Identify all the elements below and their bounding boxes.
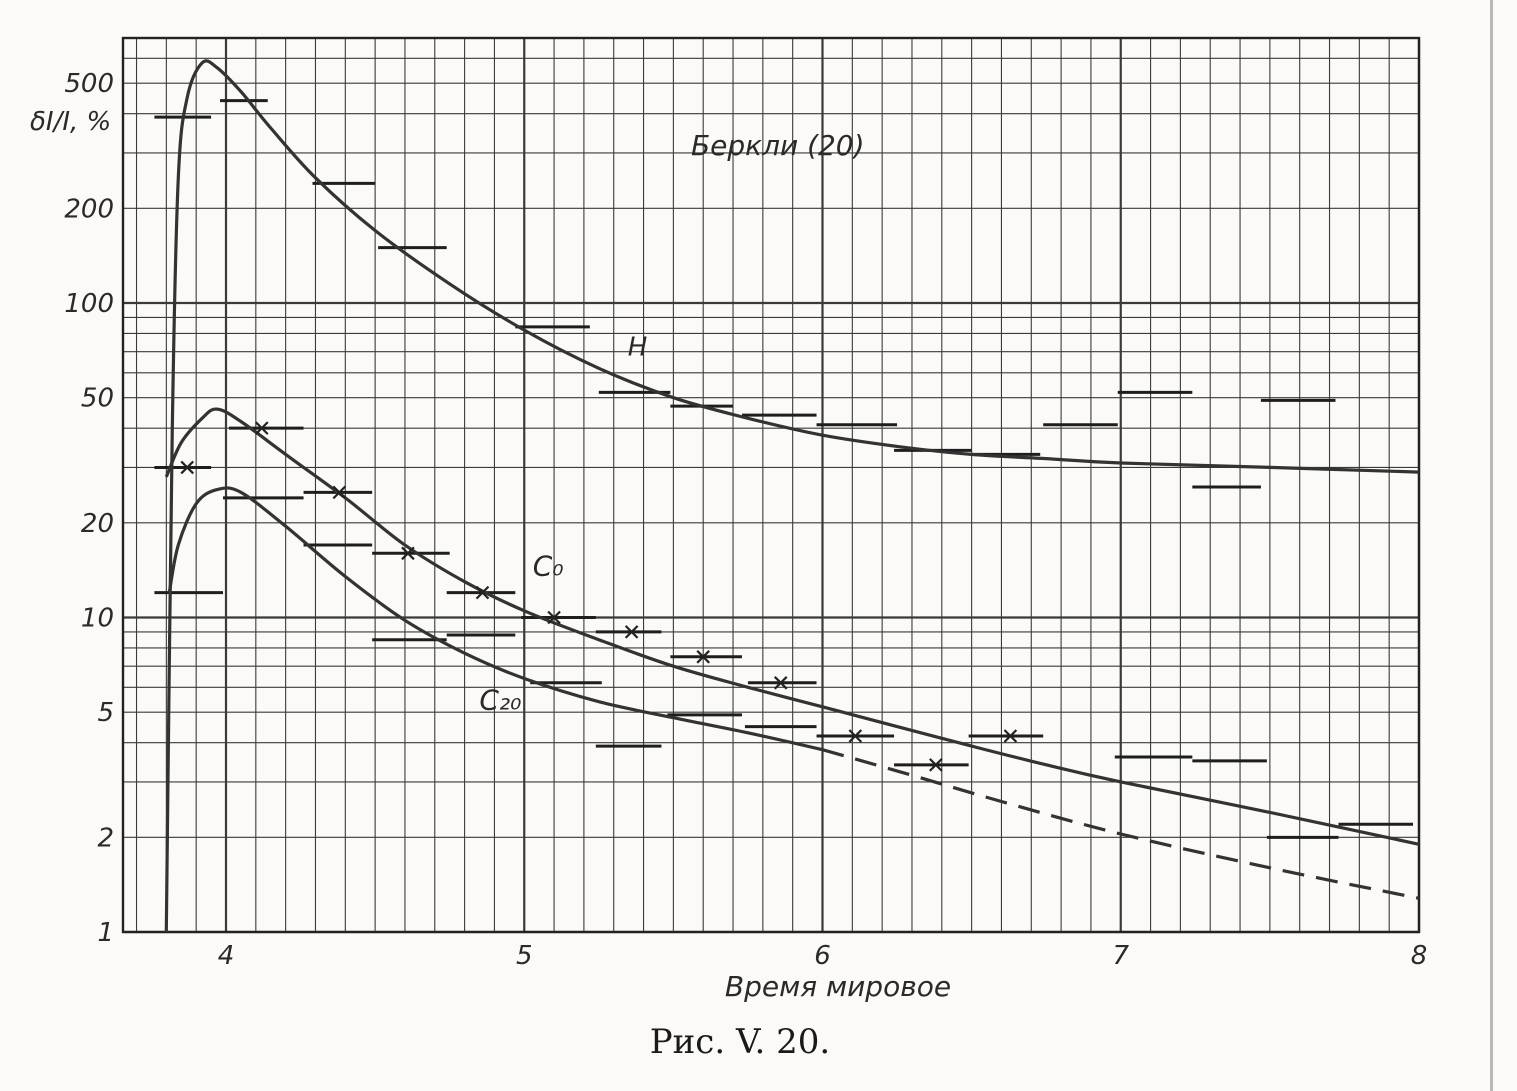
data-point-marker	[696, 650, 710, 664]
y-tick-label: 500	[64, 69, 114, 99]
grid	[123, 38, 1421, 934]
x-tick-label: 8	[1411, 941, 1428, 971]
data-point-marker	[848, 729, 863, 743]
markers	[180, 421, 1018, 772]
series-line-3	[822, 748, 1420, 900]
series-line-1	[164, 407, 1420, 846]
annotation-h-label: H	[628, 333, 648, 363]
data-point-marker	[332, 485, 347, 500]
x-axis-label: Время мировое	[725, 970, 951, 1003]
x-tick-label: 4	[218, 941, 235, 971]
x-tick-label: 7	[1112, 941, 1129, 971]
y-tick-label: 10	[81, 604, 114, 634]
data-point-marker	[773, 676, 788, 690]
y-tick-label: 50	[81, 384, 114, 414]
data-point-marker	[180, 460, 195, 475]
y-tick-label: 100	[64, 289, 114, 319]
data-point-marker	[929, 758, 943, 772]
page-edge-line	[1490, 0, 1493, 1091]
curves	[164, 59, 1420, 933]
series-line-0	[164, 59, 1420, 933]
plot-border	[121, 36, 1421, 934]
annotation-berkeley: Беркли (20)	[691, 129, 865, 162]
y-axis-label-text: δI/I, %	[30, 107, 111, 137]
histogram-steps	[154, 99, 1414, 839]
y-tick-label: 200	[64, 194, 114, 224]
data-point-marker	[1003, 729, 1018, 743]
x-tick-label: 6	[814, 941, 831, 971]
data-point-marker	[475, 585, 490, 600]
label-c20: C₂₀	[479, 683, 521, 716]
label-c0: C₀	[533, 550, 564, 583]
x-tick-label: 5	[516, 941, 533, 971]
y-tick-label: 5	[97, 698, 114, 728]
data-point-marker	[255, 421, 269, 435]
data-point-marker	[401, 546, 415, 561]
y-tick-labels: 1 2 5 10 20 50 100 200 500	[64, 69, 114, 948]
series-line-2	[167, 486, 823, 752]
y-tick-label: 1	[97, 918, 114, 948]
x-tick-labels: 4 5 6 7 8	[218, 941, 1428, 971]
y-tick-label: 2	[97, 823, 114, 853]
plot-frame	[121, 36, 1421, 934]
data-point-marker	[624, 625, 639, 639]
y-axis-label: δI/I, %	[30, 107, 111, 137]
figure-caption: Рис. V. 20.	[649, 1022, 831, 1062]
data-point-marker	[547, 610, 561, 625]
curve-labels: C₀ C₂₀	[479, 550, 563, 717]
y-tick-label: 20	[81, 509, 114, 539]
